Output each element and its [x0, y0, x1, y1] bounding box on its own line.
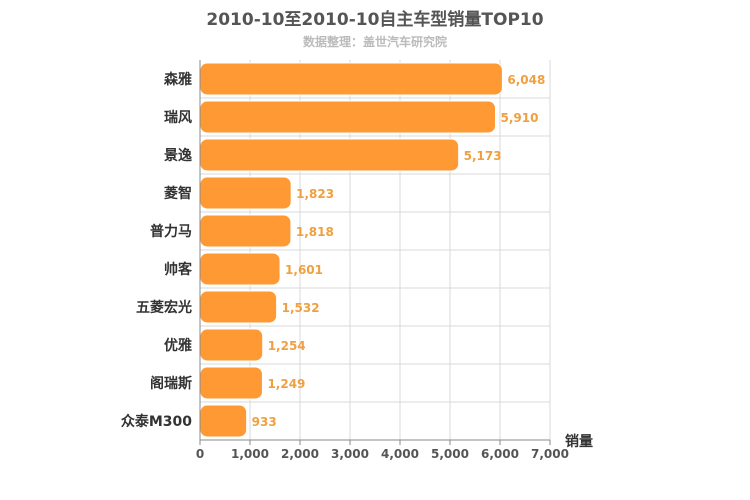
category-label: 普力马: [150, 223, 192, 240]
category-label: 森雅: [164, 71, 192, 88]
bar: [199, 252, 281, 286]
axes: 0 1,000 2,000 3,000 4,000 5,000 6,000 7,000: [196, 60, 569, 461]
value-label: 1,601: [285, 263, 323, 277]
bars: 森雅 6,048 瑞风 5,910 景逸 5,173 菱智 1,823 普力马 1,818 帅客 1,…: [121, 62, 545, 438]
category-label: 瑞风: [164, 109, 192, 126]
category-label: 五菱宏光: [136, 299, 192, 316]
x-tick-label: 3,000: [331, 447, 369, 461]
bar: [199, 404, 248, 438]
chart-subtitle: 数据整理：盖世汽车研究院: [302, 35, 447, 49]
bar: [199, 328, 264, 362]
x-tick-label: 4,000: [381, 447, 419, 461]
x-tick-label: 7,000: [531, 447, 569, 461]
x-tick-label: 1,000: [231, 447, 269, 461]
bar: [199, 100, 496, 134]
bar: [199, 176, 292, 210]
value-label: 933: [252, 415, 277, 429]
category-label: 景逸: [164, 147, 192, 164]
x-tick-label: 2,000: [281, 447, 319, 461]
category-label: 帅客: [164, 261, 193, 278]
value-label: 1,249: [267, 377, 305, 391]
x-tick-label: 5,000: [431, 447, 469, 461]
category-label: 优雅: [164, 337, 192, 354]
value-label: 1,532: [282, 301, 320, 315]
category-label: 众泰M300: [121, 413, 192, 430]
bar: [199, 138, 460, 172]
value-label: 5,910: [501, 111, 539, 125]
x-tick-label: 0: [196, 447, 204, 461]
bar: [199, 366, 263, 400]
bar: [199, 290, 278, 324]
chart-title: 2010-10至2010-10自主车型销量TOP10: [206, 10, 544, 30]
gridlines: [200, 60, 551, 440]
bar: [199, 214, 292, 248]
bar: [199, 62, 503, 96]
x-tick-label: 6,000: [481, 447, 519, 461]
value-label: 5,173: [464, 149, 502, 163]
category-label: 菱智: [164, 185, 192, 202]
value-label: 6,048: [507, 73, 545, 87]
category-label: 阁瑞斯: [150, 375, 192, 392]
value-label: 1,254: [268, 339, 306, 353]
value-label: 1,823: [296, 187, 334, 201]
x-axis-label: 销量: [565, 433, 593, 450]
value-label: 1,818: [296, 225, 334, 239]
